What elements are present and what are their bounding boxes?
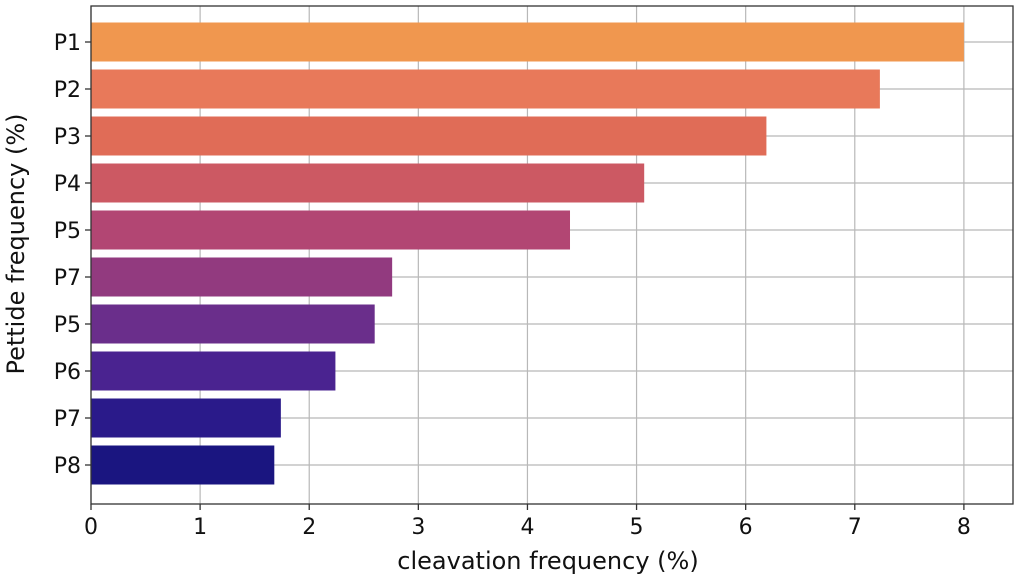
y-tick-label: P7: [54, 407, 81, 432]
bar-p2: [91, 69, 880, 109]
x-tick-label: 3: [411, 515, 425, 540]
x-tick-label: 1: [193, 515, 207, 540]
bars: [91, 22, 964, 485]
y-tick-label: P8: [54, 454, 81, 479]
x-axis-title: cleavation frequency (%): [397, 547, 698, 575]
bar-p6: [91, 351, 336, 391]
x-tick-label: 5: [630, 515, 644, 540]
y-axis-title: Pettide frequency (%): [2, 113, 30, 374]
bar-p7: [91, 398, 281, 438]
x-tick-label: 8: [957, 515, 971, 540]
x-tick-label: 4: [520, 515, 534, 540]
bar-p4: [91, 163, 645, 203]
axes: [85, 5, 1014, 510]
x-tick-label: 7: [848, 515, 862, 540]
y-tick-label: P6: [54, 360, 81, 385]
y-tick-label: P2: [54, 78, 81, 103]
bar-p7: [91, 257, 393, 297]
bar-p5: [91, 210, 571, 250]
bar-p1: [91, 22, 964, 62]
tick-labels: P1 P2 P3 P4 P5 P7 P5 P6 P7 P8 0 1 2 3 4 5 6 7 8: [54, 31, 971, 540]
y-tick-label: P4: [54, 172, 81, 197]
bar-p3: [91, 116, 767, 156]
y-tick-label: P7: [54, 266, 81, 291]
y-tick-label: P5: [54, 219, 81, 244]
bar-p8: [91, 445, 275, 485]
x-tick-label: 6: [739, 515, 753, 540]
plot-frame: [90, 5, 1014, 505]
y-tick-label: P1: [54, 31, 81, 56]
bar-p5: [91, 304, 375, 344]
x-tick-label: 0: [84, 515, 98, 540]
x-tick-label: 2: [302, 515, 316, 540]
y-tick-label: P3: [54, 125, 81, 150]
y-tick-label: P5: [54, 313, 81, 338]
